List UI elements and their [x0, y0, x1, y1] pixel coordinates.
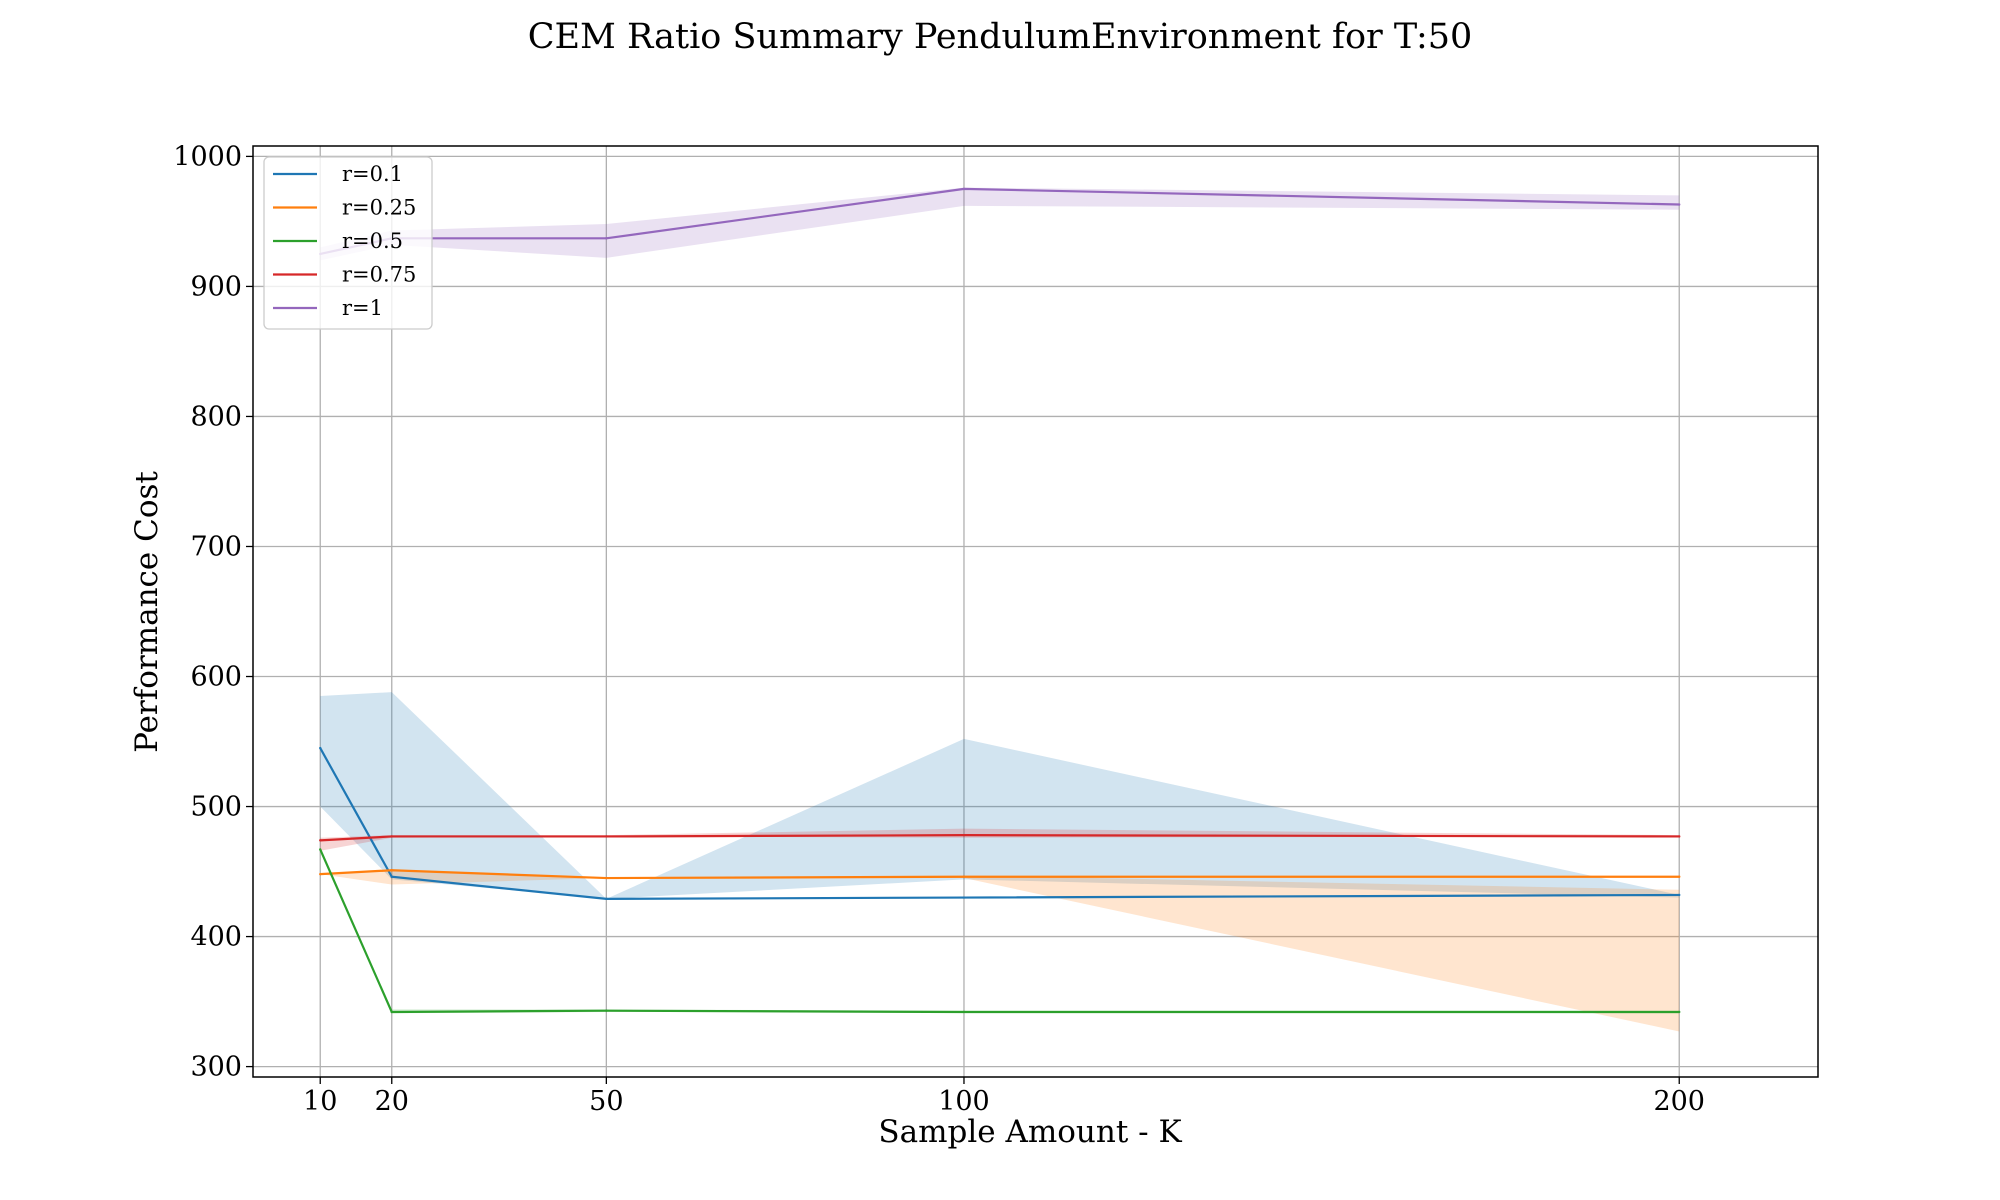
legend-label: r=0.25	[342, 196, 416, 220]
data-point	[319, 746, 322, 750]
data-point	[390, 835, 393, 838]
data-point	[962, 1010, 966, 1014]
legend-label: r=0.5	[342, 229, 403, 253]
data-point	[962, 875, 966, 878]
data-point	[605, 237, 608, 240]
data-point	[1678, 203, 1681, 206]
x-tick-label: 10	[303, 1086, 337, 1117]
confidence-band-r=0.25	[320, 870, 1680, 1032]
y-tick-label: 600	[190, 662, 242, 693]
confidence-bands	[320, 187, 1680, 1032]
x-axis-ticks: 10 20 50 100 200	[303, 1077, 1705, 1117]
y-tick-label: 400	[190, 922, 242, 953]
data-point	[390, 1010, 393, 1014]
data-point	[1678, 1010, 1681, 1014]
data-point	[390, 875, 393, 878]
data-point	[1678, 835, 1681, 838]
x-tick-label: 50	[589, 1086, 623, 1117]
y-tick-label: 800	[190, 401, 242, 432]
legend-label: r=0.1	[342, 162, 403, 186]
data-point	[319, 848, 322, 851]
y-tick-label: 500	[190, 792, 242, 823]
legend-label: r=1	[342, 296, 383, 320]
data-point	[1678, 875, 1681, 878]
y-tick-label: 700	[190, 531, 242, 562]
y-tick-label: 1000	[173, 141, 242, 172]
confidence-band-r=0.1	[320, 692, 1680, 899]
data-point	[1678, 893, 1681, 897]
x-tick-label: 20	[375, 1086, 409, 1117]
data-point	[390, 869, 393, 872]
data-point	[605, 1009, 608, 1012]
legend-box	[263, 156, 433, 330]
y-axis-ticks: 300 400 500 600 700 800 900 1000	[173, 141, 253, 1083]
x-tick-label: 100	[938, 1086, 990, 1117]
data-point	[319, 872, 322, 876]
x-tick-label: 200	[1653, 1086, 1705, 1117]
y-axis-label: Performance Cost	[129, 471, 165, 753]
data-point	[962, 187, 966, 191]
y-tick-label: 900	[190, 271, 242, 302]
y-tick-label: 300	[190, 1052, 242, 1083]
data-point	[605, 897, 608, 901]
x-axis-label: Sample Amount - K	[878, 1114, 1182, 1150]
legend: r=0.1 r=0.25 r=0.5 r=0.75 r=1	[263, 156, 433, 330]
plot-area-frame	[252, 145, 1819, 1078]
data-point	[605, 876, 608, 880]
legend-label: r=0.75	[342, 263, 416, 287]
data-point	[319, 839, 322, 842]
confidence-band-r=0.75	[320, 828, 1680, 851]
data-point	[962, 896, 966, 899]
confidence-band-r=1	[320, 187, 1680, 261]
chart-title: CEM Ratio Summary PendulumEnvironment fo…	[528, 17, 1473, 57]
data-point	[962, 833, 966, 837]
grid	[253, 146, 1818, 1077]
data-point	[605, 835, 608, 838]
